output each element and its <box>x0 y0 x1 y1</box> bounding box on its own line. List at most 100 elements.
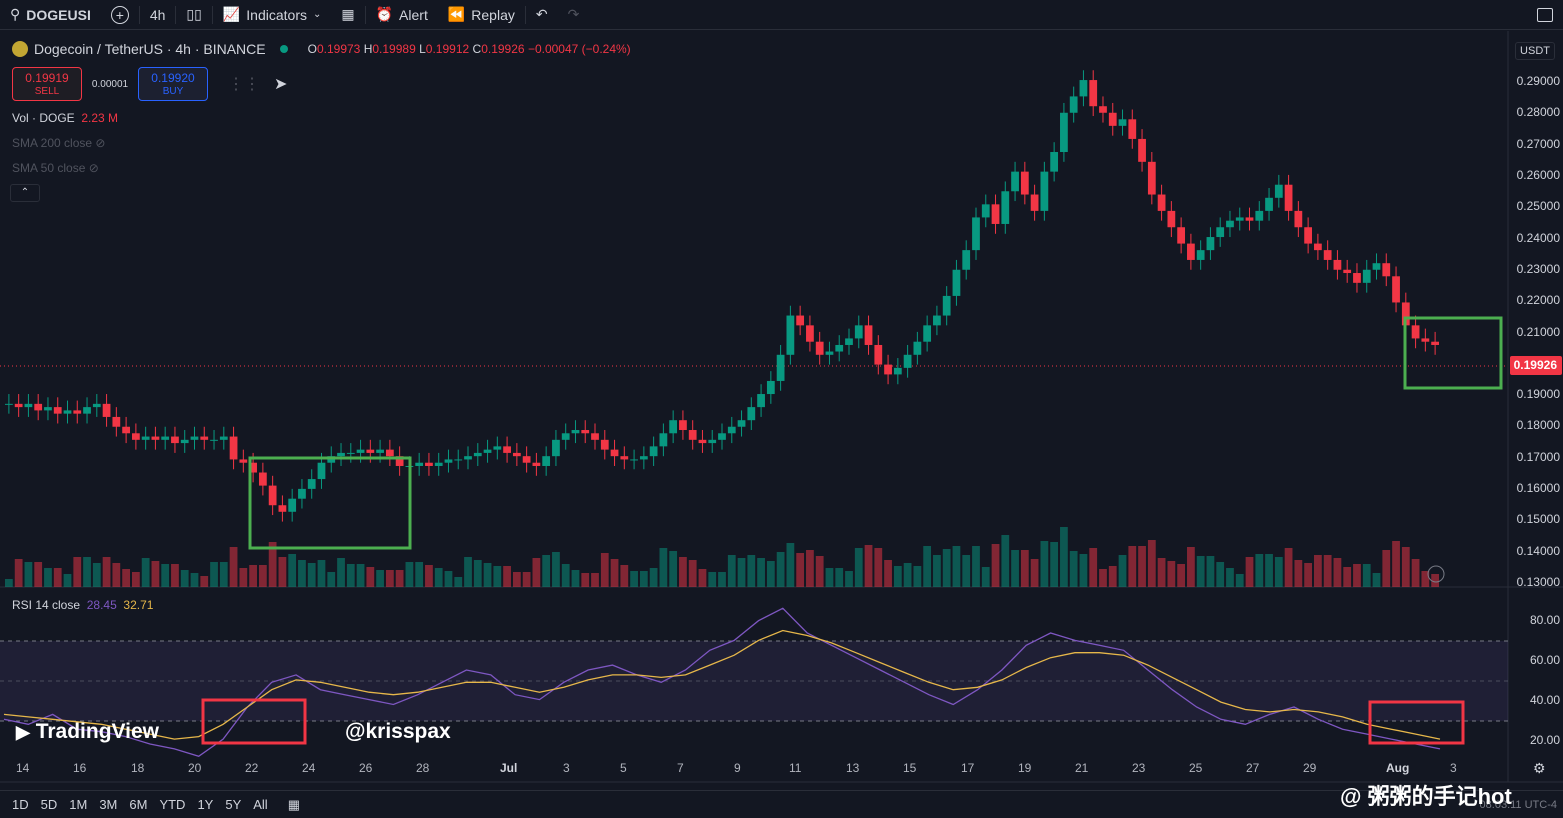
volume-bar <box>561 564 570 587</box>
candle <box>307 479 316 489</box>
candle <box>532 462 541 466</box>
lightning-icon[interactable] <box>1427 565 1445 583</box>
candle <box>1265 197 1273 211</box>
undo-button[interactable]: ↶ <box>526 0 558 30</box>
volume-bar <box>434 568 443 587</box>
time-tick: 17 <box>961 761 975 775</box>
price-tick: 0.23000 <box>1516 262 1560 276</box>
sma50-legend[interactable]: SMA 50 close ⊘ <box>12 161 99 175</box>
range-1y-button[interactable]: 1Y <box>197 797 214 812</box>
candle <box>1099 106 1107 113</box>
alert-button[interactable]: ⏰ Alert <box>366 0 438 30</box>
volume-bar <box>747 555 756 587</box>
drag-handle[interactable]: ⋮⋮ <box>228 76 260 93</box>
volume-bar <box>1362 564 1371 587</box>
interval-button[interactable]: 4h <box>140 0 176 30</box>
volume-bar <box>522 572 531 587</box>
currency-button[interactable]: USDT <box>1515 42 1555 60</box>
volume-bar <box>473 560 482 587</box>
redo-button[interactable]: ↷ <box>558 0 590 30</box>
candle <box>639 456 648 460</box>
candle <box>454 459 463 461</box>
volume-bar <box>610 559 619 587</box>
cursor-icon[interactable]: ➤ <box>274 76 288 93</box>
fullscreen-button[interactable] <box>1527 0 1563 30</box>
buy-button[interactable]: 0.19920 BUY <box>138 67 208 101</box>
volume-bar <box>786 543 795 587</box>
candle <box>1323 250 1332 260</box>
candle <box>1177 227 1186 244</box>
candle <box>83 407 91 414</box>
candle <box>112 416 121 427</box>
volume-bar <box>766 561 775 587</box>
volume-bar <box>1079 554 1088 587</box>
candle <box>1206 237 1215 251</box>
rsi-legend[interactable]: RSI 14 close 28.45 32.71 <box>12 598 154 612</box>
candle <box>571 430 580 434</box>
candle <box>659 433 668 447</box>
volume-bar <box>669 551 678 587</box>
candle <box>893 367 902 375</box>
candle <box>1274 184 1283 198</box>
candle <box>591 433 599 440</box>
range-6m-button[interactable]: 6M <box>129 797 148 812</box>
volume-bar <box>180 570 189 587</box>
indicators-button[interactable]: 📈 Indicators ⌄ <box>213 0 332 30</box>
candle <box>747 407 756 421</box>
time-tick: 23 <box>1132 761 1146 775</box>
time-tick: 7 <box>677 761 684 775</box>
add-symbol-button[interactable]: + <box>101 0 139 30</box>
candle <box>512 452 521 457</box>
templates-button[interactable]: ▦ <box>331 0 364 30</box>
candle <box>962 250 971 270</box>
calendar-icon[interactable]: ▦ <box>287 796 300 812</box>
candle <box>278 505 287 512</box>
volume-legend[interactable]: Vol · DOGE 2.23 M <box>12 111 119 125</box>
time-tick: 26 <box>359 761 373 775</box>
candle <box>1011 171 1019 192</box>
volume-bar <box>219 562 228 587</box>
volume-bar <box>464 557 472 587</box>
rsi-line <box>3 607 1441 758</box>
collapse-legend-button[interactable]: ⌃ <box>10 184 40 202</box>
volume-bar <box>737 558 746 587</box>
candle <box>1030 194 1039 211</box>
volume-bar <box>92 563 101 587</box>
range-all-button[interactable]: All <box>253 797 268 812</box>
candle <box>1294 210 1303 228</box>
replay-button[interactable]: ⏪ Replay <box>438 0 525 30</box>
candle <box>473 452 482 457</box>
range-5y-button[interactable]: 5Y <box>225 797 242 812</box>
candle <box>200 436 209 440</box>
candle <box>151 436 160 440</box>
volume-bar <box>229 547 238 587</box>
range-3m-button[interactable]: 3M <box>99 797 118 812</box>
time-tick: 18 <box>131 761 145 775</box>
candle <box>1245 217 1254 221</box>
volume-bar <box>503 566 511 587</box>
range-1d-button[interactable]: 1D <box>12 797 29 812</box>
volume-bar <box>649 568 658 587</box>
candle <box>727 426 736 434</box>
range-1m-button[interactable]: 1M <box>69 797 88 812</box>
volume-bar <box>258 565 267 587</box>
time-tick: Aug <box>1386 761 1410 775</box>
symbol-legend: Dogecoin / TetherUS · 4h · BINANCE O0.19… <box>12 41 631 57</box>
candle <box>385 449 394 457</box>
candle <box>903 354 912 368</box>
settings-gear-icon[interactable]: ⚙ <box>1533 760 1546 776</box>
volume-bar <box>1118 555 1127 587</box>
range-5d-button[interactable]: 5D <box>40 797 58 812</box>
symbol-search[interactable]: ⚲ DOGEUSI <box>0 0 101 30</box>
volume-bar <box>210 562 218 587</box>
volume-bar <box>268 542 277 587</box>
volume-bar <box>483 563 492 587</box>
chart-type-button[interactable]: ▯▯ <box>176 0 211 30</box>
volume-bar <box>24 562 33 587</box>
volume-bar <box>1128 546 1137 587</box>
range-ytd-button[interactable]: YTD <box>159 797 186 812</box>
volume-bar <box>53 568 62 587</box>
sell-button[interactable]: 0.19919 SELL <box>12 67 82 101</box>
sma200-legend[interactable]: SMA 200 close ⊘ <box>12 136 106 150</box>
